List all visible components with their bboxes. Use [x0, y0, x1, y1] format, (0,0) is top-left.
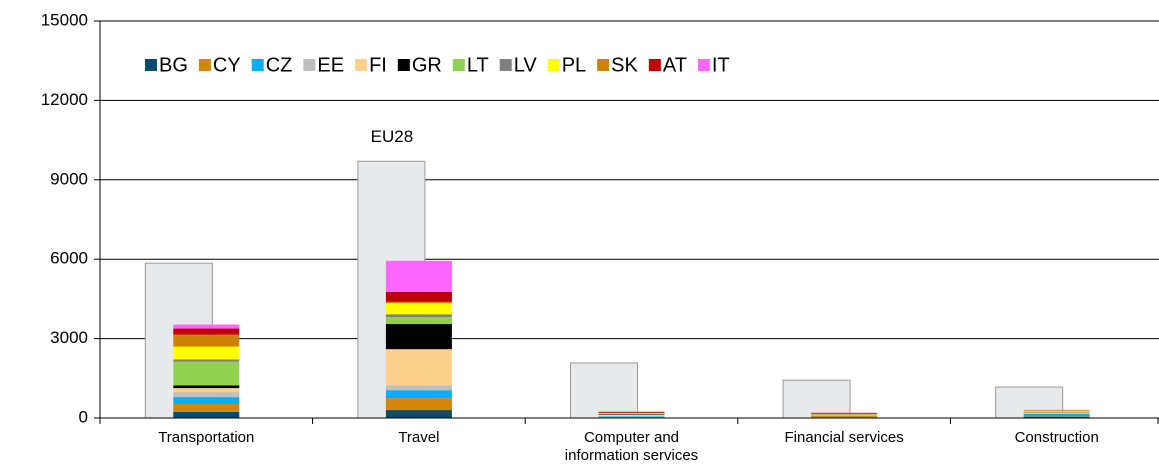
legend-label: LT — [467, 54, 489, 76]
legend-swatch — [303, 59, 316, 71]
y-tick-label: 0 — [79, 407, 88, 426]
bar-segment — [811, 413, 878, 415]
bar-segment — [385, 410, 452, 418]
legend-swatch — [452, 59, 465, 71]
legend-swatch — [145, 59, 157, 71]
bar-segment — [598, 416, 665, 417]
bar-segment — [173, 392, 240, 398]
legend-swatch — [397, 59, 410, 71]
bar-segment — [173, 388, 240, 393]
bar-segment — [811, 415, 878, 417]
x-tick-label: Construction — [1015, 429, 1099, 446]
x-tick-label: Computer and information services — [565, 429, 698, 464]
legend-swatch — [597, 59, 610, 71]
bar-segment — [385, 291, 452, 302]
bar-segment — [173, 361, 240, 386]
bar-segment — [811, 414, 878, 416]
bar-segment — [173, 385, 240, 389]
reference-bar — [570, 362, 638, 419]
reference-bar — [782, 379, 851, 419]
bar-segment — [173, 411, 240, 418]
bar-segment — [173, 346, 240, 360]
bar-segment — [173, 328, 240, 335]
bar-segment — [385, 385, 452, 391]
bar-segment — [1023, 412, 1090, 414]
bar-segment — [385, 314, 452, 318]
legend-swatch — [198, 59, 211, 71]
bar-segment — [598, 416, 665, 418]
y-tick-label: 3000 — [50, 328, 88, 347]
bar-segment — [173, 403, 240, 412]
bar-segment — [385, 390, 452, 399]
bar-segment — [1023, 411, 1090, 413]
bar-segment — [385, 301, 452, 304]
bar-segment — [811, 412, 878, 414]
bar-segment — [1023, 416, 1090, 418]
y-tick-label: 15000 — [41, 10, 88, 29]
bar-segment — [598, 411, 665, 412]
legend-label: AT — [663, 54, 687, 76]
legend-swatch — [355, 59, 368, 71]
bar-segment — [385, 324, 452, 350]
bar-segment — [173, 334, 240, 347]
legend-label: EE — [317, 54, 344, 76]
x-tick-label: Transportation — [158, 429, 254, 446]
legend-swatch — [697, 59, 710, 71]
bar-segment — [385, 303, 452, 315]
bar-segment — [598, 412, 665, 414]
bar-segment — [385, 317, 452, 325]
legend-label: CY — [213, 54, 241, 76]
bar-segment — [173, 397, 240, 404]
legend-label: BG — [159, 54, 188, 76]
legend-label: GR — [412, 54, 442, 76]
bar-segment — [1023, 410, 1090, 412]
bar-segment — [173, 324, 240, 329]
bar-segment — [598, 414, 665, 415]
bar-segment — [385, 349, 452, 386]
bar-segment — [385, 260, 452, 292]
bar-segment — [811, 416, 878, 418]
legend-label: IT — [712, 54, 730, 76]
legend-label: CZ — [266, 54, 293, 76]
y-tick-label: 12000 — [41, 90, 88, 109]
legend-label: SK — [611, 54, 638, 76]
legend-swatch — [499, 59, 512, 71]
legend-label: FI — [369, 54, 387, 76]
bar-segment — [598, 411, 665, 413]
annotation: EU28 — [371, 127, 414, 146]
bar-segment — [1023, 416, 1090, 417]
legend-label: LV — [514, 54, 538, 76]
bar-segment — [1023, 413, 1090, 417]
legend-label: PL — [562, 54, 586, 76]
bar-segment — [385, 398, 452, 411]
bar-segment — [598, 414, 665, 417]
legend-swatch — [648, 59, 661, 71]
bar-segment — [173, 359, 240, 362]
x-tick-label: Travel — [398, 429, 439, 446]
legend-swatch — [251, 59, 264, 71]
x-tick-label: Financial services — [784, 429, 903, 446]
y-tick-label: 9000 — [50, 169, 88, 188]
legend-swatch — [547, 59, 560, 71]
y-tick-label: 6000 — [50, 249, 88, 268]
